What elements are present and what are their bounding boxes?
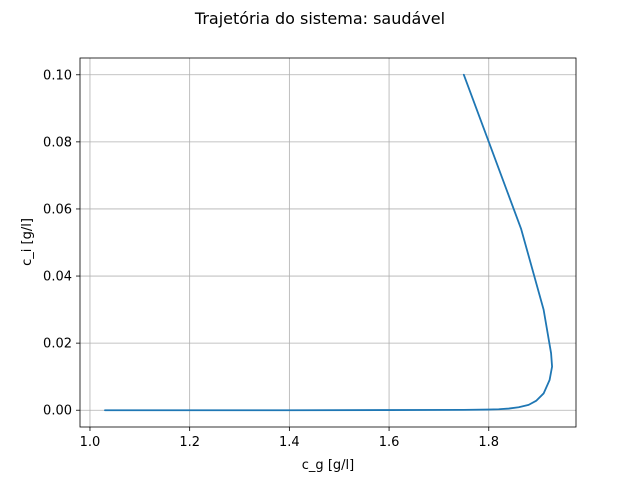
x-axis: 1.0 1.2 1.4 1.6 1.8 xyxy=(80,427,499,450)
y-axis-title: c_i [g/l] xyxy=(20,218,35,266)
plot-frame xyxy=(79,57,577,428)
series-group xyxy=(104,73,553,412)
x-tick-label: 1.2 xyxy=(179,435,200,450)
y-tick-label: 0.06 xyxy=(43,202,72,217)
x-axis-title: c_g [g/l] xyxy=(302,458,354,473)
x-tick-label: 1.8 xyxy=(478,435,499,450)
trajectory-line xyxy=(104,73,553,412)
y-axis: 0.00 0.02 0.04 0.06 0.08 0.10 xyxy=(43,68,80,419)
y-tick-label: 0.00 xyxy=(43,404,72,419)
x-tick-label: 1.6 xyxy=(379,435,400,450)
x-tick-label: 1.0 xyxy=(80,435,101,450)
y-tick-label: 0.08 xyxy=(43,135,72,150)
grid xyxy=(80,58,576,427)
x-tick-label: 1.4 xyxy=(279,435,300,450)
y-tick-label: 0.04 xyxy=(43,270,72,285)
chart-title: Trajetória do sistema: saudável xyxy=(194,9,445,28)
y-tick-label: 0.10 xyxy=(43,68,72,83)
y-tick-label: 0.02 xyxy=(43,337,72,352)
